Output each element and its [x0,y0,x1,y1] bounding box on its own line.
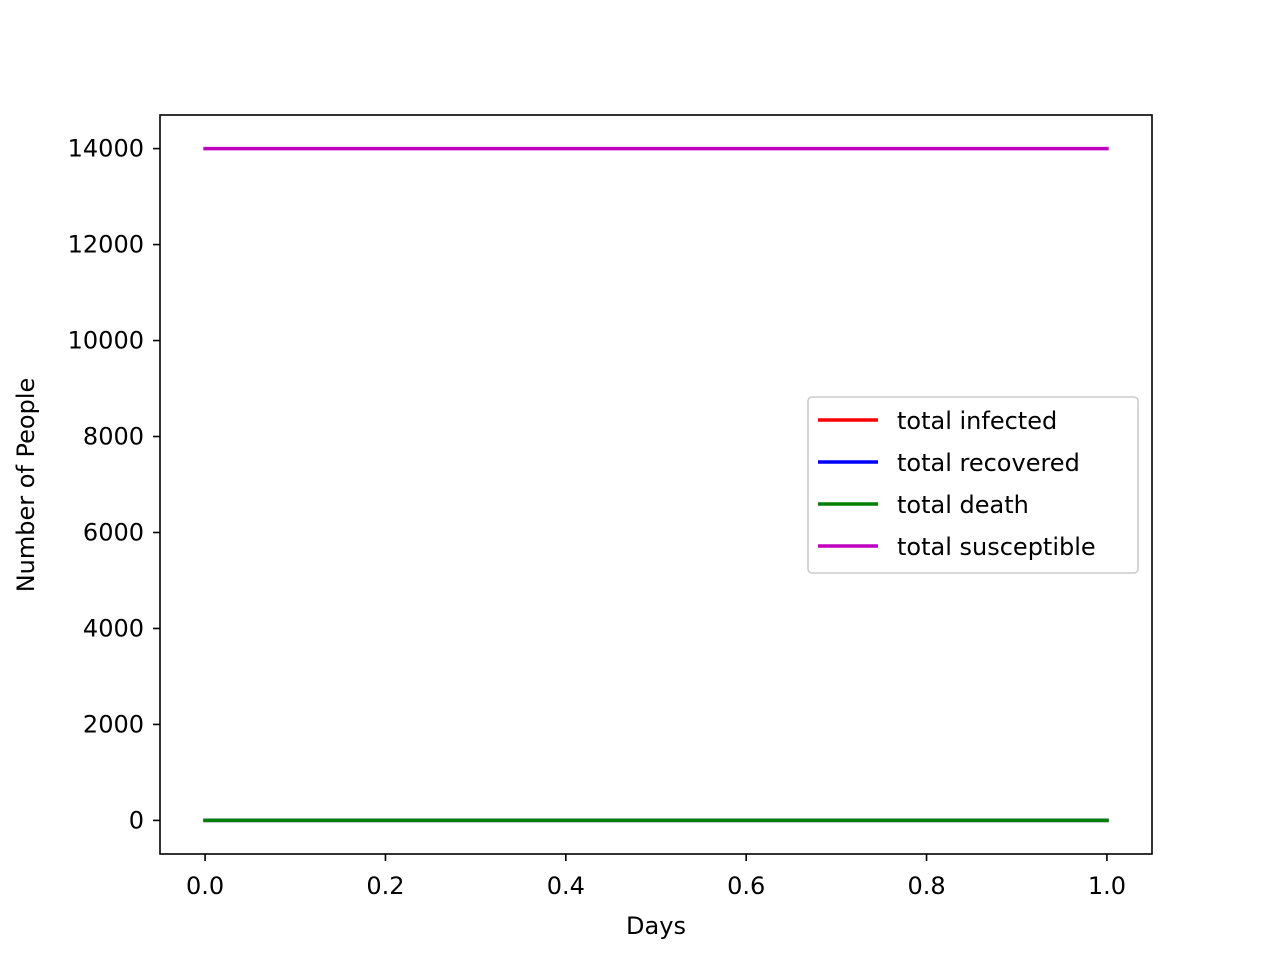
x-axis-ticks: 0.0 0.2 0.4 0.6 0.8 1.0 [186,854,1126,900]
y-tick-label: 2000 [83,710,144,738]
y-tick-label: 14000 [68,135,144,163]
y-tick-label: 6000 [83,518,144,546]
x-tick-label: 0.0 [186,872,224,900]
x-tick-label: 1.0 [1088,872,1126,900]
y-tick-label: 4000 [83,614,144,642]
y-tick-label: 8000 [83,423,144,451]
y-axis-title: Number of People [12,378,40,593]
x-tick-label: 0.8 [907,872,945,900]
x-axis-title: Days [626,912,686,940]
legend-label-1: total recovered [897,449,1080,477]
y-tick-label: 0 [129,806,144,834]
y-tick-label: 10000 [68,327,144,355]
x-tick-label: 0.4 [547,872,585,900]
axes-frame [159,114,1153,855]
legend: total infected total recovered total death… [807,396,1139,574]
legend-box [807,396,1139,574]
x-tick-label: 0.2 [366,872,404,900]
legend-items: total infected total recovered total death… [818,407,1096,561]
legend-label-2: total death [897,491,1029,519]
legend-label-3: total susceptible [897,533,1096,561]
y-tick-label: 12000 [68,231,144,259]
series-layer [203,146,1109,823]
legend-label-0: total infected [897,407,1057,435]
y-axis-ticks: 0 2000 4000 6000 8000 10000 12000 14000 [68,135,160,834]
x-tick-label: 0.6 [727,872,765,900]
